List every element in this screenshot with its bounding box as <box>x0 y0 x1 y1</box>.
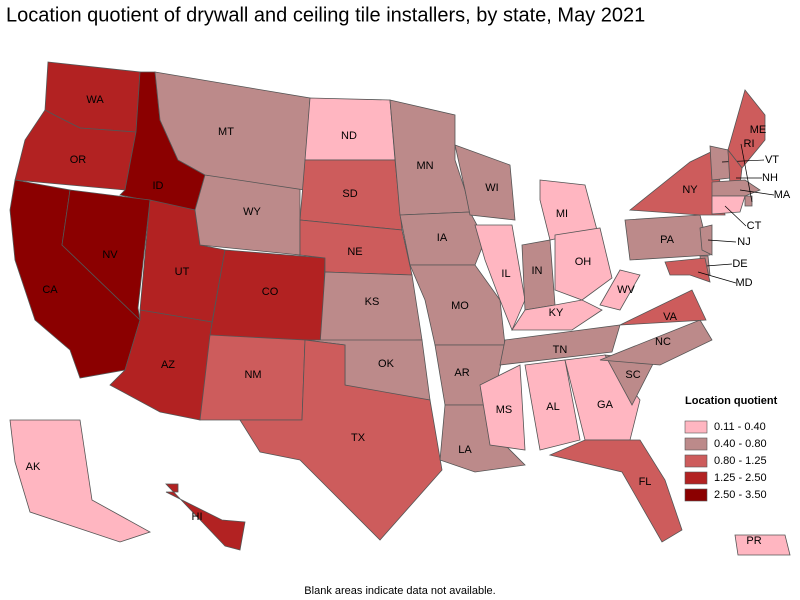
state-label: MN <box>416 160 433 172</box>
legend-label: 1.25 - 2.50 <box>714 472 767 484</box>
legend-swatch <box>684 437 708 451</box>
state-label: OR <box>70 154 87 166</box>
state-shape <box>499 324 621 366</box>
state-label: VA <box>663 311 678 323</box>
state-label: NY <box>682 184 698 196</box>
state-shape <box>511 299 603 331</box>
state-shape <box>61 189 151 322</box>
state-shape <box>454 144 516 221</box>
state-shape <box>599 319 713 366</box>
leader-line <box>707 239 737 243</box>
state-label: NM <box>244 369 261 381</box>
state-shape <box>699 224 713 256</box>
state-label: FL <box>639 476 652 488</box>
state-shape <box>554 227 613 301</box>
state-label: OK <box>378 358 395 370</box>
state-label: WI <box>485 182 498 194</box>
state-label: IL <box>501 268 510 280</box>
legend-label: 0.40 - 0.80 <box>714 438 767 450</box>
state-shape <box>624 214 711 261</box>
leader-line <box>697 271 737 284</box>
legend-swatch <box>684 454 708 468</box>
state-shape <box>711 195 746 215</box>
state-label: MT <box>218 126 234 138</box>
state-label: MS <box>496 404 513 416</box>
state-shape <box>548 439 683 543</box>
state-label: DE <box>732 258 747 270</box>
state-label: NV <box>102 249 118 261</box>
legend-label: 0.11 - 0.40 <box>714 421 766 433</box>
leader-line <box>739 189 775 196</box>
state-label: UT <box>175 266 190 278</box>
state-shape <box>165 483 246 551</box>
state-label: MO <box>451 300 469 312</box>
state-label: ND <box>341 130 357 142</box>
state-label: VT <box>765 154 779 166</box>
state-label: CA <box>42 284 58 296</box>
legend-swatch <box>684 471 708 485</box>
state-label: MD <box>735 277 752 289</box>
legend-swatch <box>684 420 708 434</box>
state-label: PR <box>746 535 761 547</box>
legend-label: 2.50 - 3.50 <box>714 489 767 501</box>
state-label: CO <box>262 286 279 298</box>
map-title: Location quotient of drywall and ceiling… <box>6 4 645 26</box>
state-label: SC <box>625 369 640 381</box>
state-shape <box>744 195 753 207</box>
legend-label: 0.80 - 1.25 <box>714 455 767 467</box>
state-label: TN <box>553 344 568 356</box>
state-label: MA <box>774 189 791 201</box>
state-label: ID <box>153 180 164 192</box>
state-label: AL <box>546 401 559 413</box>
state-label: ME <box>750 124 767 136</box>
state-label: WY <box>243 206 261 218</box>
state-shape <box>664 257 711 283</box>
state-label: IA <box>437 232 448 244</box>
state-label: LA <box>458 444 472 456</box>
state-label: SD <box>342 188 357 200</box>
state-label: MI <box>556 208 568 220</box>
state-label: AZ <box>161 359 175 371</box>
state-shape <box>524 359 581 451</box>
state-shape <box>599 269 641 311</box>
state-shape <box>711 179 761 197</box>
state-shape <box>619 289 707 326</box>
state-label: KY <box>549 307 564 319</box>
state-shape <box>239 339 443 541</box>
state-shape <box>399 211 486 266</box>
state-label: WV <box>617 284 635 296</box>
legend-title: Location quotient <box>685 395 778 407</box>
leader-line <box>705 263 733 267</box>
state-label: HI <box>192 511 203 523</box>
state-label: RI <box>744 138 755 150</box>
state-shape <box>709 145 731 181</box>
state-label: WA <box>86 94 104 106</box>
leader-line <box>740 143 753 203</box>
state-label: OH <box>575 256 592 268</box>
state-label: NH <box>762 172 778 184</box>
leader-line <box>724 205 747 227</box>
state-label: GA <box>597 399 614 411</box>
state-shape <box>319 271 423 346</box>
state-label: KS <box>365 296 380 308</box>
footnote: Blank areas indicate data not available. <box>304 585 495 597</box>
state-label: NJ <box>737 236 750 248</box>
state-label: NC <box>655 336 671 348</box>
state-label: TX <box>351 432 366 444</box>
state-label: IN <box>532 265 543 277</box>
state-shape <box>734 534 791 556</box>
state-label: PA <box>660 234 675 246</box>
state-shape <box>479 364 526 451</box>
state-label: NE <box>347 246 362 258</box>
state-label: AR <box>454 367 469 379</box>
state-shape <box>9 419 151 543</box>
state-label: AK <box>26 461 41 473</box>
legend-swatch <box>684 488 708 502</box>
state-label: CT <box>747 220 762 232</box>
